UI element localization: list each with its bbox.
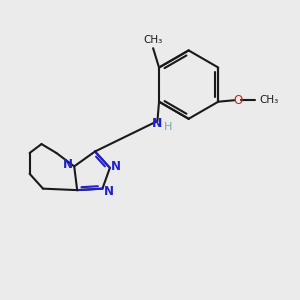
- Text: CH₃: CH₃: [143, 35, 163, 45]
- Text: H: H: [164, 122, 172, 132]
- Text: N: N: [103, 184, 113, 197]
- Text: N: N: [152, 118, 163, 130]
- Text: O: O: [233, 94, 242, 107]
- Text: CH₃: CH₃: [260, 95, 279, 105]
- Text: N: N: [63, 158, 73, 171]
- Text: N: N: [111, 160, 121, 173]
